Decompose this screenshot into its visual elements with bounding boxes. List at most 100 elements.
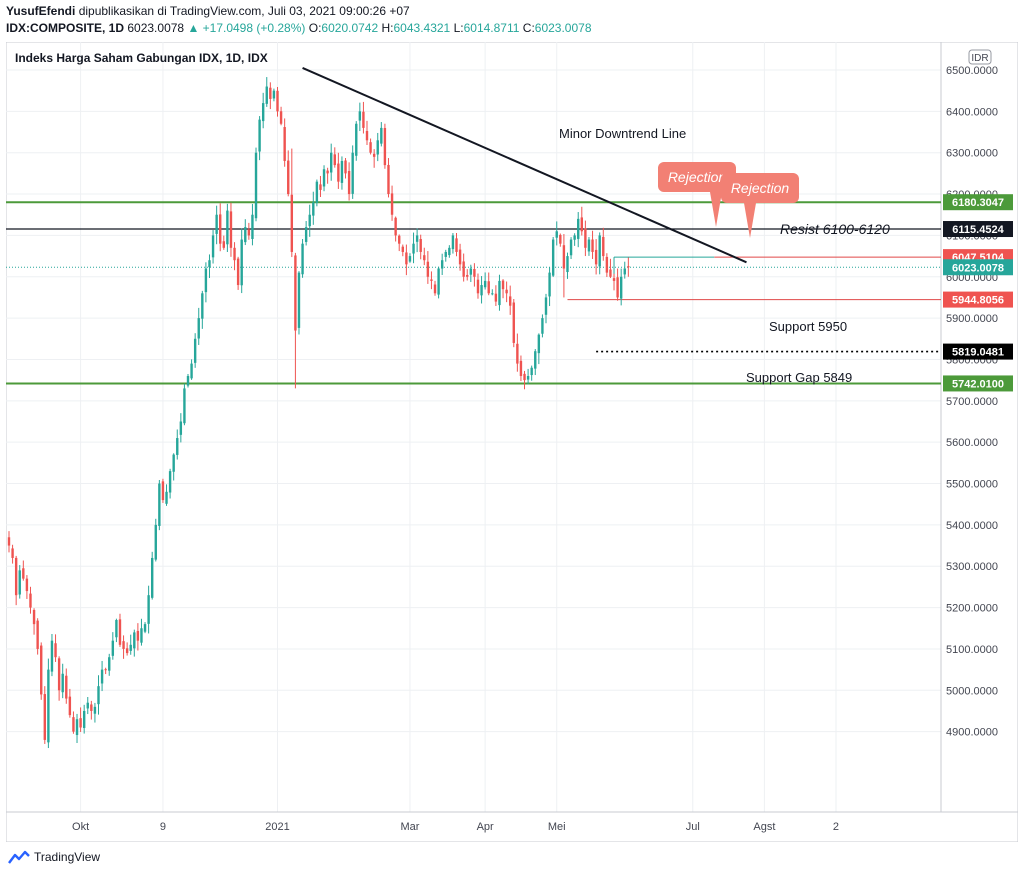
candle-body xyxy=(50,640,54,672)
candle-body xyxy=(559,234,562,244)
candle-body xyxy=(219,214,222,244)
close-label: C: xyxy=(522,21,535,35)
grid xyxy=(6,42,941,812)
candle-body xyxy=(54,643,57,658)
candle-body xyxy=(376,140,379,155)
candle-body xyxy=(215,214,218,234)
candle-body xyxy=(362,111,365,128)
low-value: 6014.8711 xyxy=(463,21,520,35)
candle-body xyxy=(505,289,508,294)
candle-body xyxy=(415,235,419,242)
price-tag xyxy=(943,221,1013,238)
price-tag xyxy=(943,375,1013,392)
candle-body xyxy=(301,243,304,275)
candle-body xyxy=(437,268,440,295)
support-label: Support 5950 xyxy=(769,319,847,334)
rejection-2-box xyxy=(721,173,799,203)
candle-body xyxy=(208,260,211,268)
candle-body xyxy=(337,163,340,182)
candle-body xyxy=(612,278,616,281)
candle-body xyxy=(627,266,630,268)
candle-body xyxy=(129,644,132,651)
downtrend-line xyxy=(302,67,747,264)
high-value: 6043.4321 xyxy=(393,21,451,35)
candle-body xyxy=(594,249,598,265)
candle-body xyxy=(43,694,46,740)
candle-body xyxy=(412,243,415,254)
candle-body xyxy=(100,669,104,684)
candle-body xyxy=(158,483,161,526)
candle-body xyxy=(430,279,433,281)
candle-body xyxy=(226,210,229,245)
rejection-1-text: Rejection xyxy=(668,169,727,185)
y-tick-label: 5600.0000 xyxy=(946,437,998,449)
price-tag xyxy=(943,291,1013,308)
candle-body xyxy=(72,717,75,732)
candle-body xyxy=(265,86,268,104)
candle-body xyxy=(151,557,154,598)
candle-body xyxy=(68,696,72,716)
candle-body xyxy=(244,227,247,243)
candle-body xyxy=(186,376,190,386)
candle-body xyxy=(365,130,369,141)
candle-body xyxy=(272,90,276,99)
candle-body xyxy=(165,491,168,504)
y-tick-label: 5900.0000 xyxy=(946,313,998,325)
last-price: 6023.0078 xyxy=(127,21,185,35)
candle-body xyxy=(32,609,36,625)
author-name[interactable]: YusufEfendi xyxy=(6,4,76,18)
candle-body xyxy=(261,103,265,122)
candle-body xyxy=(340,160,344,183)
footer: TradingView xyxy=(8,850,100,864)
price-tag-label: 6180.3047 xyxy=(952,197,1004,209)
candle-body xyxy=(351,152,354,194)
candle-body xyxy=(82,710,86,728)
candle-body xyxy=(462,261,465,277)
x-tick-label: Agst xyxy=(753,821,775,833)
price-chart[interactable]: Indeks Harga Saham Gabungan IDX, 1D, IDX… xyxy=(6,42,1018,842)
candle-body xyxy=(487,281,490,294)
candle-body xyxy=(118,619,122,645)
candle-body xyxy=(147,595,150,624)
candle-body xyxy=(587,239,591,252)
candle-body xyxy=(233,247,236,261)
candle-body xyxy=(609,269,612,277)
candle-body xyxy=(172,454,175,472)
candle-body xyxy=(440,260,444,269)
candle-body xyxy=(319,184,322,190)
candle-body xyxy=(14,557,18,596)
candle-body xyxy=(469,268,473,275)
candle-body xyxy=(40,645,43,695)
candle-body xyxy=(380,127,383,144)
candle-body xyxy=(168,471,172,493)
rejection-2-pointer xyxy=(744,203,756,238)
rejection-1-box xyxy=(658,162,736,192)
candle-body xyxy=(201,293,204,319)
candle-body xyxy=(616,277,619,298)
y-tick-label: 6400.0000 xyxy=(946,106,998,118)
trendline-label: Minor Downtrend Line xyxy=(559,126,686,141)
candle-body xyxy=(394,217,397,236)
price-tag-label: 5742.0100 xyxy=(952,378,1004,390)
x-tick-label: Mei xyxy=(548,821,566,833)
price-tag-label: 6115.4524 xyxy=(952,224,1004,236)
candle-body xyxy=(602,236,605,257)
candle-body xyxy=(494,293,498,302)
candle-body xyxy=(290,194,294,252)
candle-body xyxy=(330,152,333,173)
y-tick-label: 6500.0000 xyxy=(946,65,998,77)
publish-info: YusufEfendi dipublikasikan di TradingVie… xyxy=(6,4,410,18)
candle-body xyxy=(258,119,261,152)
candle-body xyxy=(355,123,358,156)
brand-name[interactable]: TradingView xyxy=(34,850,101,864)
candle-body xyxy=(197,318,200,339)
candle-body xyxy=(229,211,233,248)
candle-body xyxy=(555,231,558,238)
candle-body xyxy=(390,193,394,215)
close-value: 6023.0078 xyxy=(534,21,592,35)
open-value: 6020.0742 xyxy=(321,21,379,35)
ohlc-bar: IDX:COMPOSITE, 1D 6023.0078 ▲ +17.0498 (… xyxy=(6,21,592,35)
candle-body xyxy=(423,255,426,261)
candle-body xyxy=(448,247,451,256)
x-tick-label: Apr xyxy=(477,821,494,833)
